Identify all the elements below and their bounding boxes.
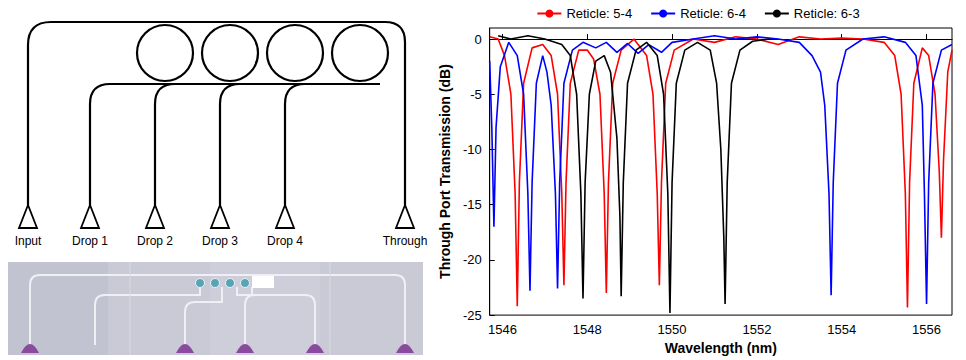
svg-text:-20: -20: [463, 252, 482, 267]
svg-text:Drop 3: Drop 3: [202, 234, 238, 248]
svg-text:Through: Through: [383, 234, 428, 248]
svg-text:Input: Input: [15, 234, 42, 248]
svg-text:Reticle: 5-4: Reticle: 5-4: [566, 6, 632, 21]
svg-text:Drop 4: Drop 4: [267, 234, 303, 248]
svg-text:1548: 1548: [573, 322, 602, 337]
svg-text:Drop 2: Drop 2: [137, 234, 173, 248]
svg-text:-10: -10: [463, 142, 482, 157]
svg-text:-5: -5: [470, 87, 482, 102]
svg-text:1554: 1554: [827, 322, 856, 337]
svg-text:Reticle: 6-3: Reticle: 6-3: [794, 6, 860, 21]
svg-text:1556: 1556: [912, 322, 941, 337]
svg-text:Wavelength (nm): Wavelength (nm): [665, 340, 777, 356]
svg-text:1552: 1552: [742, 322, 771, 337]
svg-text:1546: 1546: [488, 322, 517, 337]
svg-text:-25: -25: [463, 308, 482, 323]
svg-text:0: 0: [474, 32, 481, 47]
svg-text:-15: -15: [463, 197, 482, 212]
svg-text:1550: 1550: [658, 322, 687, 337]
svg-text:Through Port Transmission (dB): Through Port Transmission (dB): [437, 64, 453, 279]
svg-text:Reticle: 6-4: Reticle: 6-4: [680, 6, 746, 21]
svg-text:Drop 1: Drop 1: [72, 234, 108, 248]
